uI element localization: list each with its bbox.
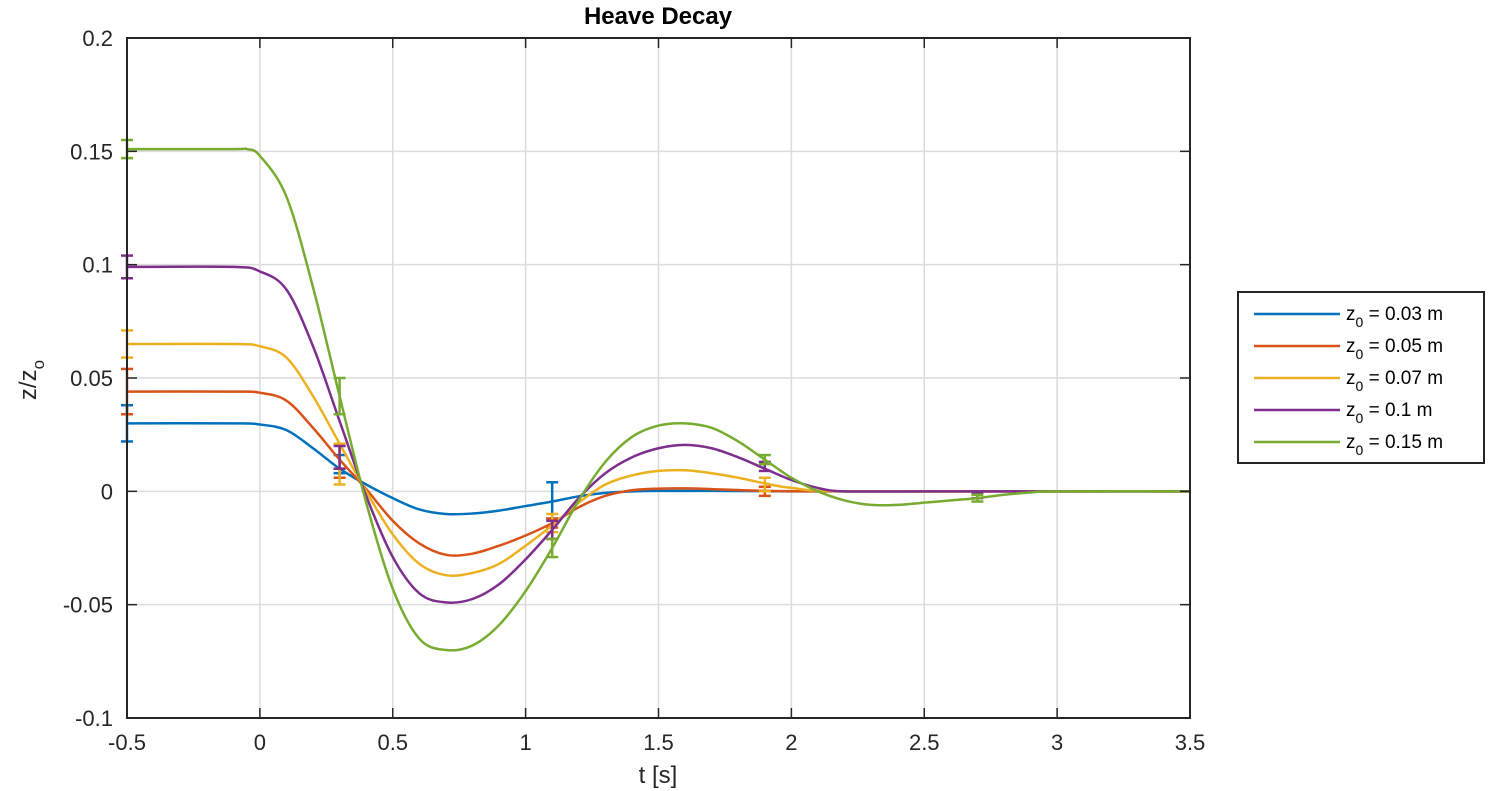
legend-label-main: z: [1346, 304, 1356, 325]
x-tick-label: 0: [254, 730, 266, 755]
legend-label-rest: = 0.05 m: [1363, 336, 1443, 357]
legend-label-rest: = 0.1 m: [1363, 400, 1432, 421]
y-axis-label-sub: o: [29, 360, 48, 369]
x-axis-label: t [s]: [639, 762, 678, 789]
x-tick-label: -0.5: [108, 730, 146, 755]
legend-label-rest: = 0.07 m: [1363, 368, 1443, 389]
y-tick-label: -0.05: [63, 593, 113, 618]
series-4: [121, 138, 1191, 652]
series-line: [127, 147, 1191, 652]
tick-labels: -0.5 0 0.5 1 1.5 2 2.5 3 3.5 -0.1 -0.05 0 0.05 0.1 0.1…: [63, 26, 1205, 755]
chart-title: Heave Decay: [584, 3, 733, 30]
series-layer: [121, 138, 1191, 652]
x-tick-label: 3: [1051, 730, 1063, 755]
legend-entry-3: z0 = 0.1 m: [1254, 400, 1432, 426]
y-tick-label: 0.1: [82, 253, 113, 278]
series-0: [121, 403, 1190, 520]
legend-label: z0 = 0.1 m: [1346, 400, 1432, 426]
y-tick-label: 0.2: [82, 26, 113, 51]
svg-text:z/zo: z/zo: [15, 360, 48, 400]
x-tick-label: 2: [785, 730, 797, 755]
x-tick-label: 3.5: [1175, 730, 1206, 755]
x-tick-label: 0.5: [377, 730, 408, 755]
y-tick-label: 0: [101, 479, 113, 504]
legend-label-rest: = 0.03 m: [1363, 304, 1443, 325]
series-line: [126, 265, 1190, 604]
legend-entries: z0 = 0.03 mz0 = 0.05 mz0 = 0.07 mz0 = 0.…: [1254, 304, 1443, 458]
y-tick-label: 0.15: [70, 139, 113, 164]
legend-label-sub: 0: [1356, 314, 1364, 330]
legend: z0 = 0.03 mz0 = 0.05 mz0 = 0.07 mz0 = 0.…: [1237, 291, 1485, 464]
legend-entry-0: z0 = 0.03 m: [1254, 304, 1443, 330]
legend-label-sub: 0: [1356, 378, 1364, 394]
x-tick-label: 2.5: [909, 730, 940, 755]
legend-label-rest: = 0.15 m: [1363, 432, 1443, 453]
legend-label: z0 = 0.07 m: [1346, 368, 1443, 394]
x-tick-label: 1: [520, 730, 532, 755]
legend-label: z0 = 0.15 m: [1346, 432, 1443, 458]
legend-label-sub: 0: [1356, 346, 1364, 362]
y-tick-label: 0.05: [70, 366, 113, 391]
grid-lines: [126, 37, 1191, 719]
legend-label: z0 = 0.05 m: [1346, 336, 1443, 362]
y-axis-label-main: z/z: [15, 369, 42, 400]
legend-label-main: z: [1346, 368, 1356, 389]
legend-entry-4: z0 = 0.15 m: [1254, 432, 1443, 458]
series-2: [121, 329, 1190, 577]
y-axis-label: z/zo: [15, 360, 48, 400]
legend-label: z0 = 0.03 m: [1346, 304, 1443, 330]
legend-label-sub: 0: [1356, 442, 1364, 458]
legend-entry-1: z0 = 0.05 m: [1254, 336, 1443, 362]
y-tick-label: -0.1: [75, 706, 113, 731]
x-tick-label: 1.5: [643, 730, 674, 755]
legend-label-main: z: [1346, 336, 1356, 357]
legend-label-sub: 0: [1356, 410, 1364, 426]
legend-label-main: z: [1346, 432, 1356, 453]
series-1: [121, 367, 1190, 557]
legend-label-main: z: [1346, 400, 1356, 421]
legend-entry-2: z0 = 0.07 m: [1254, 368, 1443, 394]
